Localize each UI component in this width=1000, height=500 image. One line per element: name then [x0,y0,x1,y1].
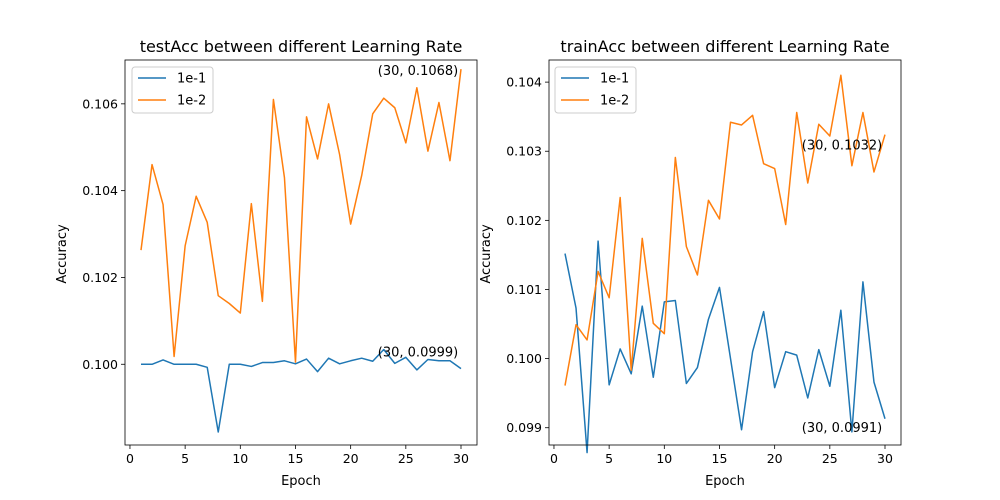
series-line-1e-1 [141,348,462,433]
x-tick-label: 10 [656,451,672,466]
x-tick-label: 30 [453,451,469,466]
y-tick-label: 0.102 [82,270,118,285]
x-tick-label: 10 [232,451,248,466]
y-tick-label: 0.106 [82,96,118,111]
chart-title: testAcc between different Learning Rate [140,37,463,56]
y-tick-label: 0.104 [506,75,542,90]
y-tick-label: 0.101 [506,282,542,297]
y-axis-label: Accuracy [55,224,70,284]
y-ticks: 0.100 0.102 0.104 0.106 [82,96,118,371]
legend: 1e-1 1e-2 [554,66,637,114]
y-tick-label: 0.100 [82,357,118,372]
y-tick-label: 0.102 [506,213,542,228]
annotation-1e-2: (30, 0.1032) [802,138,882,153]
y-tick-label: 0.104 [82,183,118,198]
x-tick-label: 30 [877,451,893,466]
chart-title: trainAcc between different Learning Rate [560,37,889,56]
legend-label-1e-1: 1e-1 [177,72,206,87]
y-tick-label: 0.099 [506,420,542,435]
legend-label-1e-2: 1e-2 [177,94,206,109]
x-tick-label: 25 [398,451,414,466]
test-accuracy-chart: testAcc between different Learning Rate … [55,37,478,489]
legend-label-1e-2: 1e-2 [600,94,629,109]
x-tick-label: 5 [605,451,613,466]
x-tick-label: 5 [181,451,189,466]
legend: 1e-1 1e-2 [131,66,214,114]
series-line-1e-2 [564,74,886,386]
train-accuracy-chart: trainAcc between different Learning Rate… [479,37,902,489]
axes-frame [548,59,902,446]
x-tick-label: 20 [343,451,359,466]
x-tick-label: 20 [767,451,783,466]
y-ticks: 0.099 0.100 0.101 0.102 0.103 0.104 [506,75,542,436]
x-tick-label: 15 [712,451,728,466]
annotation-1e-1: (30, 0.0999) [378,346,458,361]
x-tick-label: 0 [126,451,134,466]
x-tick-label: 25 [822,451,838,466]
x-tick-label: 0 [550,451,558,466]
annotation-1e-1: (30, 0.0991) [802,421,882,436]
legend-label-1e-1: 1e-1 [600,72,629,87]
y-tick-label: 0.103 [506,144,542,159]
series-line-1e-2 [140,69,462,363]
x-axis-label: Epoch [281,474,321,489]
axes-frame [124,59,478,446]
x-tick-label: 15 [288,451,304,466]
y-axis-label: Accuracy [479,224,494,284]
y-tick-label: 0.100 [506,351,542,366]
series-line-1e-1 [564,240,886,454]
annotation-1e-2: (30, 0.1068) [378,64,458,79]
x-axis-label: Epoch [705,474,745,489]
